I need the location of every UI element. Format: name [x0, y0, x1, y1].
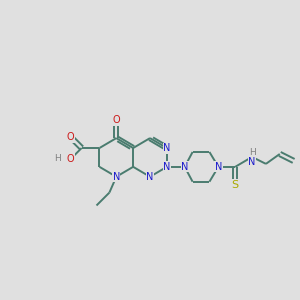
Text: O: O: [67, 154, 75, 164]
Text: S: S: [232, 180, 239, 190]
Text: N: N: [163, 143, 170, 153]
Text: N: N: [163, 162, 170, 172]
Text: N: N: [146, 172, 154, 182]
Text: N: N: [163, 143, 170, 153]
Text: O: O: [67, 132, 75, 142]
Text: H: H: [249, 148, 255, 157]
Text: H: H: [55, 154, 61, 164]
Text: N: N: [181, 162, 188, 172]
Text: N: N: [248, 157, 256, 167]
Text: N: N: [215, 162, 222, 172]
Text: N: N: [112, 172, 120, 182]
Text: O: O: [112, 115, 120, 125]
